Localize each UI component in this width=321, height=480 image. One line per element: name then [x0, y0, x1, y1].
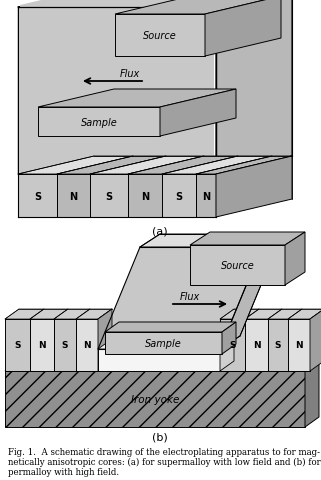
- Text: netically anisotropic cores: (a) for supermalloy with low field and (b) for: netically anisotropic cores: (a) for sup…: [8, 457, 321, 466]
- Text: Fig. 1.  A schematic drawing of the electroplating apparatus to for mag-: Fig. 1. A schematic drawing of the elect…: [8, 447, 320, 456]
- Polygon shape: [288, 309, 321, 319]
- Polygon shape: [205, 0, 281, 57]
- Polygon shape: [162, 175, 196, 217]
- Text: N: N: [38, 341, 46, 350]
- Polygon shape: [115, 0, 281, 15]
- Polygon shape: [18, 175, 57, 217]
- Text: S: S: [62, 341, 68, 350]
- Text: (b): (b): [152, 432, 168, 442]
- Text: Iron yoke: Iron yoke: [131, 394, 179, 404]
- Polygon shape: [268, 319, 288, 371]
- Polygon shape: [245, 319, 268, 371]
- Polygon shape: [20, 6, 214, 177]
- Polygon shape: [57, 175, 90, 217]
- Polygon shape: [5, 319, 30, 371]
- Text: S: S: [275, 341, 281, 350]
- Text: S: S: [14, 341, 21, 350]
- Polygon shape: [5, 309, 44, 319]
- Text: N: N: [83, 341, 91, 350]
- Polygon shape: [162, 156, 272, 175]
- Text: (a): (a): [152, 227, 168, 237]
- Polygon shape: [98, 349, 220, 371]
- Polygon shape: [5, 371, 305, 427]
- Polygon shape: [216, 156, 292, 217]
- Text: N: N: [295, 341, 303, 350]
- Polygon shape: [216, 0, 292, 156]
- Polygon shape: [190, 245, 285, 286]
- Polygon shape: [245, 309, 282, 319]
- Text: Sample: Sample: [145, 338, 182, 348]
- Polygon shape: [220, 309, 259, 319]
- Polygon shape: [115, 15, 205, 57]
- Text: S: S: [176, 191, 183, 201]
- Polygon shape: [220, 235, 282, 349]
- Polygon shape: [216, 0, 292, 175]
- Text: Flux: Flux: [180, 291, 200, 301]
- Text: N: N: [141, 191, 149, 201]
- Text: Source: Source: [143, 31, 177, 41]
- Polygon shape: [57, 156, 166, 175]
- Text: N: N: [69, 191, 78, 201]
- Text: Source: Source: [221, 261, 254, 270]
- Polygon shape: [220, 319, 245, 371]
- Polygon shape: [222, 323, 236, 354]
- Polygon shape: [76, 309, 112, 319]
- Polygon shape: [5, 361, 319, 371]
- Polygon shape: [105, 332, 222, 354]
- Polygon shape: [90, 175, 128, 217]
- Polygon shape: [76, 319, 98, 371]
- Polygon shape: [18, 0, 292, 8]
- Polygon shape: [190, 232, 305, 245]
- Polygon shape: [54, 319, 76, 371]
- Polygon shape: [38, 90, 236, 108]
- Polygon shape: [268, 309, 302, 319]
- Text: N: N: [202, 191, 210, 201]
- Polygon shape: [128, 175, 162, 217]
- Polygon shape: [38, 108, 160, 137]
- Polygon shape: [30, 319, 54, 371]
- Polygon shape: [310, 309, 321, 371]
- Polygon shape: [18, 156, 133, 175]
- Polygon shape: [305, 361, 319, 427]
- Polygon shape: [160, 90, 236, 137]
- Polygon shape: [30, 309, 68, 319]
- Text: permalloy with high field.: permalloy with high field.: [8, 467, 119, 476]
- Polygon shape: [98, 309, 112, 371]
- Text: S: S: [34, 191, 41, 201]
- Polygon shape: [98, 248, 262, 349]
- Polygon shape: [20, 0, 290, 6]
- Polygon shape: [196, 175, 216, 217]
- Polygon shape: [90, 156, 204, 175]
- Polygon shape: [105, 323, 236, 332]
- Text: Flux: Flux: [120, 69, 140, 79]
- Polygon shape: [140, 235, 282, 248]
- Text: N: N: [253, 341, 260, 350]
- Polygon shape: [196, 156, 292, 175]
- Polygon shape: [285, 232, 305, 286]
- Polygon shape: [54, 309, 90, 319]
- Polygon shape: [98, 339, 234, 349]
- Text: S: S: [105, 191, 113, 201]
- Polygon shape: [128, 156, 238, 175]
- Polygon shape: [288, 319, 310, 371]
- Polygon shape: [220, 339, 234, 371]
- Text: Sample: Sample: [81, 117, 117, 127]
- Text: S: S: [229, 341, 236, 350]
